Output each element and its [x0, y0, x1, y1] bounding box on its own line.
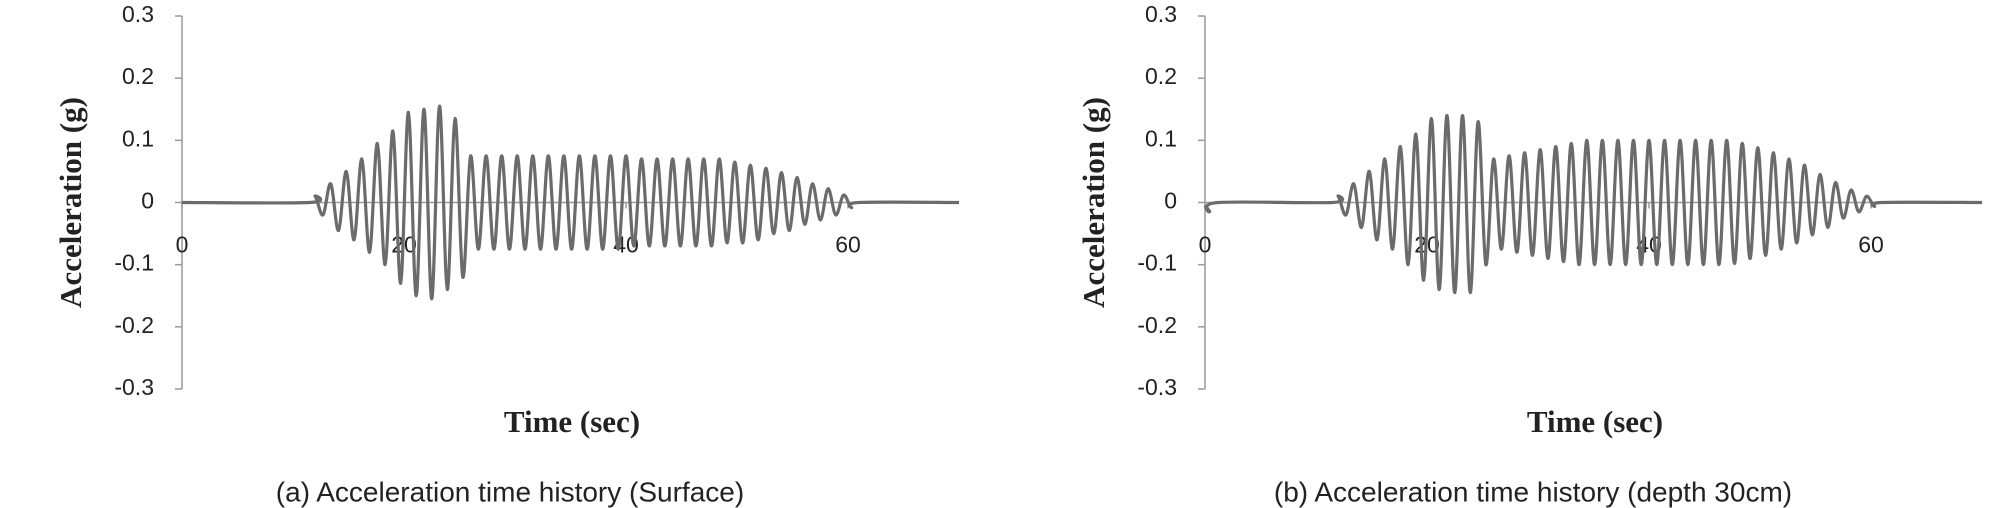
y-tick-label: 0: [1164, 188, 1177, 214]
x-tick-label: 60: [835, 232, 861, 258]
x-axis-label: Time (sec): [504, 404, 640, 439]
y-axis-label: Acceleration (g): [1076, 97, 1111, 308]
y-tick-label: 0.3: [122, 1, 154, 27]
caption: (a) Acceleration time history (Surface): [276, 476, 744, 507]
y-tick-label: 0: [141, 188, 154, 214]
y-tick-label: -0.1: [114, 250, 154, 276]
y-tick-label: 0.3: [1145, 1, 1177, 27]
acceleration-line: [1203, 113, 1983, 295]
y-tick-label: -0.1: [1137, 250, 1177, 276]
caption: (b) Acceleration time history (depth 30c…: [1274, 476, 1792, 507]
y-tick-label: -0.2: [1137, 312, 1177, 338]
y-tick-label: 0.1: [1145, 125, 1177, 151]
y-tick-label: 0.2: [122, 63, 154, 89]
chart: 0.30.20.10-0.1-0.2-0.30 20 40 60Acceleratio…: [1076, 1, 1983, 507]
x-tick-label: 0: [1199, 232, 1212, 258]
y-tick-label: -0.3: [114, 374, 154, 400]
x-tick-label: 60: [1858, 232, 1884, 258]
y-tick-label: 0.2: [1145, 63, 1177, 89]
chart: 0.30.20.10-0.1-0.2-0.30 20 40 60Acceleratio…: [53, 1, 960, 507]
y-tick-label: -0.3: [1137, 374, 1177, 400]
acceleration-line: [181, 104, 960, 301]
x-tick-label: 0: [176, 232, 189, 258]
y-axis-label: Acceleration (g): [53, 97, 88, 308]
y-tick-label: -0.2: [114, 312, 154, 338]
x-axis-label: Time (sec): [1527, 404, 1663, 439]
y-tick-label: 0.1: [122, 125, 154, 151]
